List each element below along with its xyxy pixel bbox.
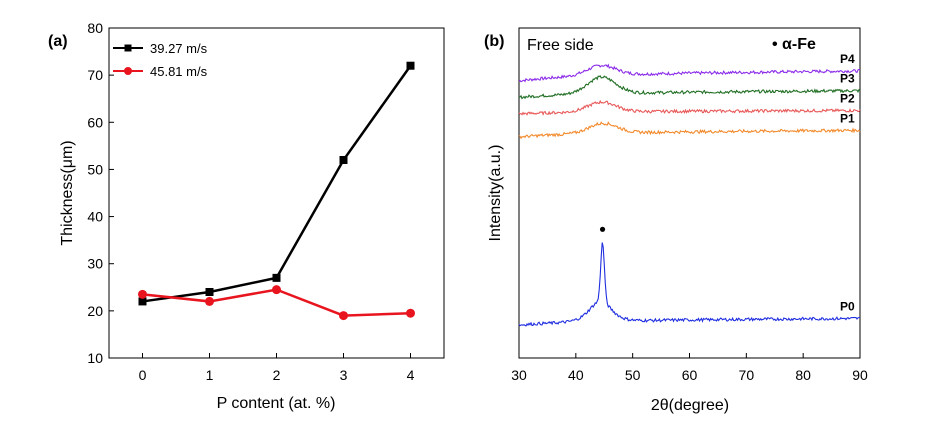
a-data-point-square bbox=[339, 156, 348, 164]
alpha-fe-peak-marker bbox=[599, 226, 606, 232]
a-data-point-square bbox=[406, 61, 415, 70]
legend-marker-2 bbox=[124, 67, 132, 75]
b-trace-p4 bbox=[518, 63, 861, 83]
panel-b-title: Free side bbox=[527, 37, 594, 54]
panel-b-plot-frame bbox=[518, 27, 861, 359]
a-data-point-circle bbox=[272, 285, 281, 295]
panel-a-y-axis-label: Thickness(μm) bbox=[59, 140, 76, 245]
legend-label-2: 45.81 m/s bbox=[150, 64, 208, 79]
panel-a: (a) 0 1 2 3 4 10 20 30 40 50 60 70 80 39.27 m/s 45.… bbox=[48, 20, 445, 412]
a-data-point-circle bbox=[339, 311, 348, 321]
a-data-point-square bbox=[272, 273, 281, 282]
alpha-fe-annotation: • α-Fe bbox=[772, 36, 816, 53]
a-x-tick-label: 0 bbox=[139, 367, 147, 383]
b-trace-p1 bbox=[518, 121, 861, 140]
b-trace-label: P4 bbox=[840, 52, 855, 66]
a-y-tick-label: 70 bbox=[87, 67, 103, 83]
panel-a-y-ticks: 10 20 30 40 50 60 70 80 bbox=[87, 20, 114, 366]
b-trace-p3 bbox=[518, 75, 861, 100]
b-trace-label: P1 bbox=[840, 111, 855, 125]
b-x-tick-label: 30 bbox=[511, 367, 527, 383]
a-y-tick-label: 10 bbox=[87, 350, 103, 366]
a-y-tick-label: 60 bbox=[87, 114, 103, 130]
b-trace-label: P2 bbox=[840, 92, 855, 106]
panel-b-label: (b) bbox=[484, 33, 504, 50]
b-trace-p0 bbox=[518, 242, 861, 327]
panel-a-label: (a) bbox=[48, 33, 68, 50]
a-y-tick-label: 30 bbox=[87, 256, 103, 272]
b-trace-p2 bbox=[518, 99, 861, 116]
a-x-tick-label: 2 bbox=[273, 367, 281, 383]
b-x-tick-label: 80 bbox=[795, 367, 811, 383]
a-data-point-circle bbox=[406, 308, 415, 318]
b-trace-label: P0 bbox=[840, 299, 855, 313]
a-y-tick-label: 50 bbox=[87, 161, 103, 177]
a-data-point-circle bbox=[138, 289, 147, 299]
b-x-tick-label: 90 bbox=[852, 367, 868, 383]
panel-b-y-axis-label: Intensity(a.u.) bbox=[487, 145, 504, 242]
a-x-tick-label: 3 bbox=[340, 367, 348, 383]
a-y-tick-label: 40 bbox=[87, 209, 103, 225]
panel-a-x-axis-label: P content (at. %) bbox=[217, 395, 336, 412]
panel-a-series bbox=[138, 61, 415, 321]
panel-a-legend: 39.27 m/s 45.81 m/s bbox=[113, 41, 208, 79]
b-trace-label: P3 bbox=[840, 72, 855, 86]
b-x-tick-label: 50 bbox=[625, 367, 641, 383]
panel-b-x-axis-label: 2θ(degree) bbox=[651, 397, 729, 414]
panel-a-x-ticks: 0 1 2 3 4 bbox=[139, 353, 415, 383]
a-data-point-square bbox=[205, 288, 214, 296]
a-x-tick-label: 4 bbox=[407, 367, 415, 383]
panel-b-x-ticks: 30 40 50 60 70 80 90 bbox=[511, 353, 868, 383]
a-y-tick-label: 80 bbox=[87, 20, 103, 36]
a-data-point-square bbox=[138, 297, 147, 306]
b-x-tick-label: 60 bbox=[682, 367, 698, 383]
a-x-tick-label: 1 bbox=[206, 367, 214, 383]
legend-marker-1 bbox=[124, 44, 132, 52]
b-x-tick-label: 40 bbox=[568, 367, 584, 383]
panel-b: (b) Free side • α-Fe 30 40 50 60 70 80 90 P4 P3… bbox=[484, 27, 868, 414]
panel-b-series: P4 P3 P2 P1 P0 bbox=[518, 52, 861, 327]
legend-label-1: 39.27 m/s bbox=[150, 41, 208, 56]
a-data-point-circle bbox=[205, 296, 214, 306]
b-x-tick-label: 70 bbox=[739, 367, 755, 383]
a-series-line-1 bbox=[142, 64, 412, 303]
a-y-tick-label: 20 bbox=[87, 303, 103, 319]
